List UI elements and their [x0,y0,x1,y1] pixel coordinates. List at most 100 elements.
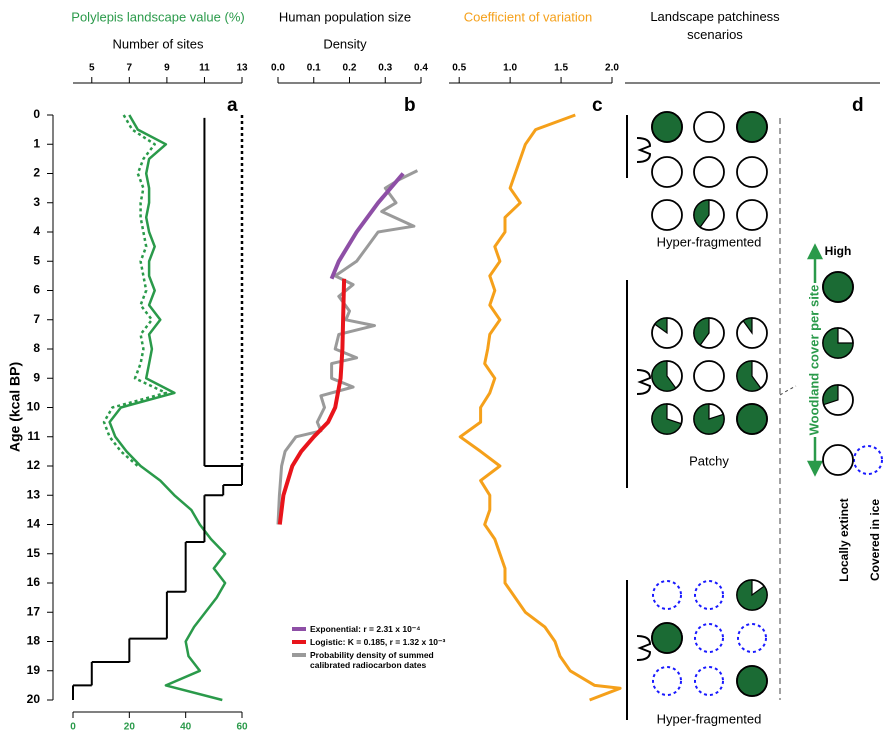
x-tick-label: 20 [124,722,136,733]
pie-wedge [742,317,753,335]
x-tick-label: 0.3 [378,63,392,74]
pie-wedge [651,403,683,435]
y-tick-label: 6 [33,283,40,297]
x-tick-label: 11 [199,63,210,74]
x-tick-label: 0.5 [452,63,466,74]
legend-extinct: Locally extinct [837,498,851,581]
pie-fill [736,665,768,697]
pie-cell [693,403,725,435]
panel-a-subtitle: Number of sites [112,36,204,51]
y-tick-label: 14 [27,517,41,531]
pie-fill [736,403,768,435]
pie-fill [651,111,683,143]
panel-b-title: Human population size [279,9,411,24]
x-tick-label: 0.2 [343,63,357,74]
legend-axis-label: Woodland cover per site [806,285,821,436]
series-line [458,113,622,702]
y-tick-label: 10 [27,400,41,414]
y-tick-label: 20 [27,692,41,706]
legend-label: Probability density of summed calibrated… [310,650,434,670]
pie-wedge [736,579,768,611]
x-tick-label: 7 [127,63,133,74]
y-tick-label: 7 [33,312,40,326]
series-line [276,169,419,525]
legend-swatch [292,653,306,657]
pie-wedge [736,360,762,392]
ice-cell [694,666,724,696]
pie-cell [651,360,683,392]
pie-wedge [654,317,668,335]
pie-wedge [693,403,725,435]
pie-bg [693,111,725,143]
pie-fill [651,622,683,654]
x-tick-label: 5 [89,63,95,74]
pie-wedge [693,317,710,346]
y-tick-label: 9 [33,370,40,384]
x-tick-label: 9 [164,63,170,74]
x-tick-label: 60 [236,722,248,733]
pie-bg [693,360,725,392]
panel-b-subtitle: Density [323,36,367,51]
y-tick-label: 8 [33,341,40,355]
y-tick-label: 19 [27,663,41,677]
pie-wedge [822,327,854,359]
pie-cell [693,199,725,231]
panel-letter: d [852,95,864,116]
series-line [102,114,168,467]
panel-letter: c [592,95,603,116]
pie-cell [822,327,854,359]
y-tick-label: 17 [27,604,41,618]
legend-label: Exponential: r = 2.31 x 10⁻⁴ [310,624,421,634]
y-tick-label: 5 [33,253,40,267]
series-line [329,172,405,280]
y-tick-label: 0 [33,107,40,121]
pie-wedge [693,199,710,228]
pie-bg [736,156,768,188]
ice-cell [652,666,682,696]
legend-ice: Covered in ice [868,499,882,581]
panel-a-title: Polylepis landscape value (%) [71,9,244,24]
series-line [108,114,227,702]
x-tick-label: 0.0 [271,63,285,74]
connector [779,385,797,396]
x-tick-label: 40 [180,722,192,733]
y-tick-label: 2 [33,166,40,180]
pie-cell [651,199,683,231]
pie-cell [822,384,854,416]
legend-swatch [292,627,306,631]
y-tick-label: 4 [33,224,40,238]
pie-cell [736,360,768,392]
pie-bg [651,156,683,188]
group-label: Hyper-fragmented [657,711,762,726]
pie-cell [822,271,854,303]
x-tick-label: 0.1 [307,63,321,74]
y-tick-label: 16 [27,575,41,589]
pie-cell [651,111,683,143]
panel-letter: a [227,95,238,116]
ice-cell [652,580,682,610]
pie-wedge [651,360,677,392]
ice-cell [694,580,724,610]
pie-cell [693,111,725,143]
diagram-title: Landscape patchiness scenarios [650,9,780,42]
series-line [277,278,347,525]
x-tick-label: 2.0 [605,63,619,74]
brackets [626,115,652,720]
x-tick-label: 13 [236,63,248,74]
cover-arrow [806,243,824,477]
pie-bg [651,199,683,231]
pie-cell [651,622,683,654]
pie-cell [736,317,768,349]
panel-letter: b [404,95,416,116]
pie-cell [651,156,683,188]
pie-cell [651,403,683,435]
y-tick-label: 18 [27,634,41,648]
pie-cell [822,444,854,476]
pie-cell [693,156,725,188]
panel-c-title: Coefficient of variation [464,9,592,24]
x-tick-label: 1.0 [503,63,517,74]
pie-cell [651,317,683,349]
group-label: Patchy [689,453,729,468]
legend-entry: Exponential: r = 2.31 x 10⁻⁴ [292,624,467,634]
